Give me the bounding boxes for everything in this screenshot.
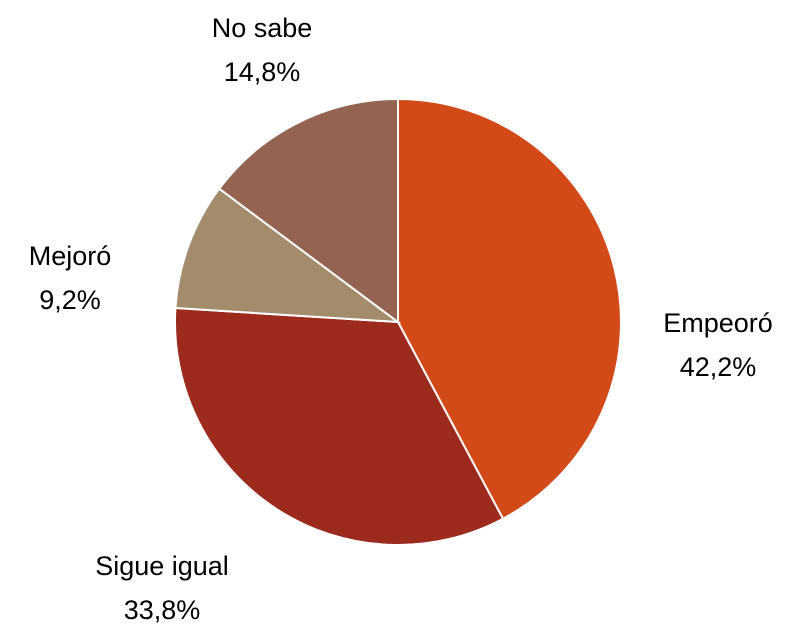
slice-label: Empeoró	[663, 308, 773, 338]
pie-slice	[397, 97, 622, 521]
slice-value-label: 33,8%	[124, 595, 201, 625]
pie-slice	[174, 187, 402, 324]
slice-value-label: 9,2%	[39, 285, 101, 315]
slice-label: Mejoró	[29, 241, 112, 271]
pie-slice	[174, 306, 505, 546]
slice-value-label: 14,8%	[224, 57, 301, 87]
slice-value-label: 42,2%	[680, 352, 757, 382]
slice-label: No sabe	[212, 13, 313, 43]
slice-label: Sigue igual	[95, 551, 229, 581]
pie-slice	[217, 97, 399, 324]
